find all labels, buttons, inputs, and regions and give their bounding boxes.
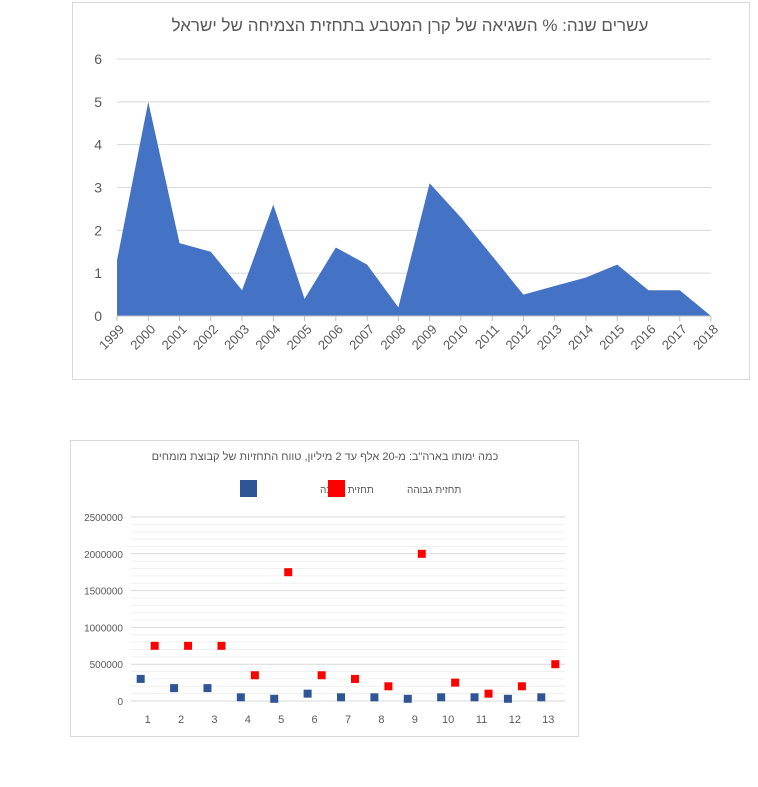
- low-forecast-point: [236, 693, 245, 702]
- high-forecast-point: [551, 660, 560, 669]
- x-tick-label: 2017: [659, 322, 690, 353]
- x-tick-label: 2018: [690, 322, 721, 353]
- high-forecast-point: [417, 549, 426, 558]
- x-tick-label: 8: [378, 714, 384, 726]
- x-tick-label: 1999: [96, 322, 127, 353]
- y-tick-label: 2: [94, 222, 102, 238]
- high-forecast-point: [217, 641, 226, 650]
- low-forecast-point: [170, 684, 179, 693]
- area-series: [117, 101, 711, 316]
- x-tick-label: 2001: [159, 322, 190, 353]
- low-forecast-point: [303, 689, 312, 698]
- x-tick-label: 3: [211, 714, 217, 726]
- x-tick-label: 2012: [502, 322, 533, 353]
- x-tick-label: 2013: [534, 322, 565, 353]
- y-tick-label: 5: [94, 94, 102, 110]
- x-tick-label: 11: [476, 714, 487, 726]
- x-tick-label: 2011: [472, 322, 502, 352]
- x-tick-label: 2000: [127, 322, 158, 353]
- low-forecast-point: [337, 693, 345, 702]
- x-tick-label: 2008: [377, 322, 408, 353]
- y-tick-label: 1000000: [84, 623, 123, 634]
- low-forecast-point: [203, 684, 212, 693]
- low-forecast-point: [537, 693, 546, 702]
- y-tick-label: 0: [117, 697, 123, 708]
- scatter-legend: תחזית נמוכה תחזית גבוהה: [240, 480, 461, 497]
- y-tick-label: 3: [94, 180, 102, 196]
- high-forecast-point: [284, 568, 293, 577]
- low-forecast-point: [370, 693, 379, 702]
- y-tick-label: 1500000: [84, 587, 123, 598]
- x-tick-label: 2003: [221, 322, 252, 353]
- x-tick-label: 2007: [346, 322, 377, 353]
- y-tick-label: 1: [94, 265, 102, 281]
- legend-marker-low: [240, 480, 257, 497]
- low-forecast-point: [503, 694, 512, 703]
- low-forecast-point: [136, 674, 145, 683]
- x-tick-label: 2016: [628, 322, 659, 353]
- legend-label-low: תחזית נמוכה: [320, 485, 374, 496]
- x-tick-label: 7: [345, 714, 351, 726]
- scatter-chart-panel: [70, 440, 579, 737]
- x-tick-label: 10: [442, 714, 454, 726]
- area-chart-panel: [72, 2, 750, 380]
- x-tick-label: 13: [542, 714, 554, 726]
- high-forecast-point: [351, 674, 359, 683]
- area-chart-title: עשרים שנה: % השגיאה של קרן המטבע בתחזית …: [172, 16, 649, 35]
- legend-label-high: תחזית גבוהה: [407, 485, 461, 496]
- y-tick-label: 0: [94, 308, 102, 324]
- legend-marker-high: [328, 480, 345, 497]
- x-tick-label: 2: [178, 714, 184, 726]
- x-tick-label: 5: [278, 714, 284, 726]
- low-forecast-point: [437, 693, 446, 702]
- y-tick-label: 2000000: [84, 550, 123, 561]
- x-tick-label: 1: [145, 714, 151, 726]
- x-tick-label: 12: [509, 714, 521, 726]
- x-tick-label: 9: [412, 714, 418, 726]
- x-tick-label: 4: [245, 714, 251, 726]
- x-tick-label: 2006: [315, 322, 346, 353]
- y-tick-label: 2500000: [84, 513, 123, 524]
- high-forecast-point: [384, 682, 393, 691]
- high-forecast-point: [317, 671, 326, 680]
- y-tick-label: 500000: [90, 660, 124, 671]
- x-tick-label: 2004: [252, 322, 283, 353]
- scatter-chart-title: כמה ימותו בארה"ב: מ-20 אלף עד 2 מיליון, …: [152, 450, 499, 463]
- x-tick-label: 2005: [284, 322, 315, 353]
- low-forecast-point: [470, 693, 479, 702]
- high-forecast-point: [150, 641, 159, 650]
- x-tick-label: 2002: [190, 322, 221, 353]
- y-tick-label: 4: [94, 137, 102, 153]
- x-tick-label: 6: [312, 714, 318, 726]
- x-tick-label: 2015: [596, 322, 627, 353]
- x-tick-label: 2009: [409, 322, 440, 353]
- high-forecast-point: [184, 641, 193, 650]
- x-tick-label: 2014: [565, 322, 596, 353]
- x-tick-label: 2010: [440, 322, 471, 353]
- low-forecast-point: [270, 694, 279, 703]
- y-tick-label: 6: [94, 51, 102, 67]
- high-forecast-point: [484, 689, 493, 698]
- high-forecast-point: [451, 678, 460, 687]
- high-forecast-point: [250, 671, 259, 680]
- high-forecast-point: [517, 682, 526, 691]
- low-forecast-point: [403, 694, 412, 703]
